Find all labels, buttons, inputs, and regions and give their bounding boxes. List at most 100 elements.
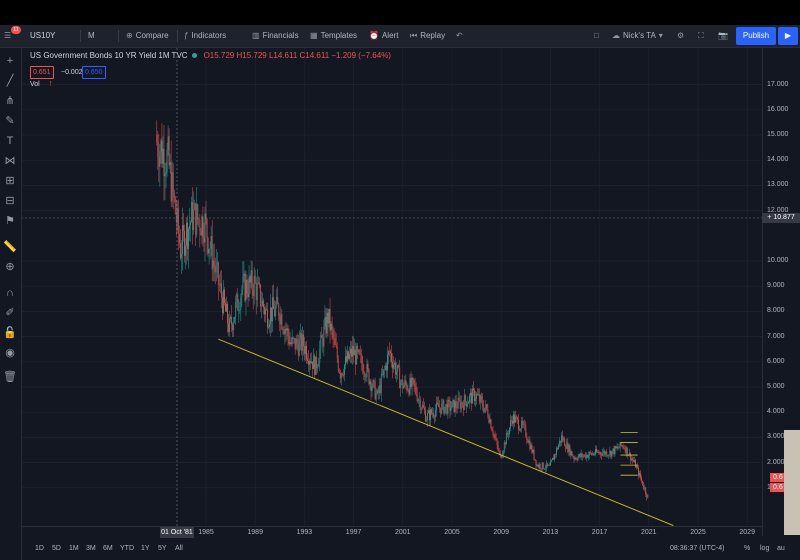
fullscreen-button[interactable]: ⛶ [698, 25, 707, 47]
range-button-3m[interactable]: 3M [86, 545, 96, 552]
candle-body [233, 322, 234, 330]
undo-button[interactable]: ↶ [456, 25, 466, 47]
candle-body [371, 381, 372, 391]
prediction-tool-icon[interactable]: ⊞ [3, 174, 17, 188]
lock-icon[interactable]: 🔓 [3, 326, 17, 340]
ask-price[interactable]: 0.650 [82, 66, 106, 79]
layout-menu[interactable]: ☁ Nick's TA ▾ [612, 25, 666, 47]
cloud-icon: ☁ [612, 25, 620, 47]
pattern-tool-icon[interactable]: ⋈ [3, 154, 17, 168]
settings-button[interactable]: ⚙ [677, 25, 687, 47]
candle-body [480, 396, 481, 403]
candle-body [184, 231, 185, 256]
pencil-lock-icon[interactable]: ✐ [3, 306, 17, 320]
range-button-6m[interactable]: 6M [103, 545, 113, 552]
symbol-search[interactable]: US10Y [30, 25, 55, 47]
candle-body [238, 310, 239, 311]
position-tool-icon[interactable]: ⊟ [3, 194, 17, 208]
layout-toggle[interactable]: □ [594, 25, 602, 47]
auto-toggle[interactable]: au [777, 545, 785, 552]
alert-button[interactable]: ⏰ Alert [369, 25, 398, 47]
candle-body [176, 214, 177, 223]
range-button-1m[interactable]: 1M [69, 545, 79, 552]
publish-button[interactable]: Publish [736, 27, 776, 45]
fib-tool-icon[interactable]: ⋔ [3, 94, 17, 108]
bid-price[interactable]: 0.651 [30, 66, 54, 79]
range-button-1d[interactable]: 1D [35, 545, 44, 552]
range-button-5y[interactable]: 5Y [158, 545, 167, 552]
templates-button[interactable]: ▦ Templates [310, 25, 357, 47]
candle-body [563, 439, 564, 441]
candle-body [306, 346, 307, 359]
range-button-ytd[interactable]: YTD [120, 545, 134, 552]
candle-body [190, 222, 191, 225]
candle-body [587, 455, 588, 458]
trash-icon[interactable]: 🗑 [3, 370, 17, 384]
candle-body [590, 452, 591, 453]
magnet-icon[interactable]: ∩ [3, 286, 17, 300]
candle-body [490, 419, 491, 422]
candle-body [435, 410, 436, 417]
snapshot-button[interactable]: 📷 [718, 25, 731, 47]
candle-body [478, 395, 479, 396]
candle-body [372, 387, 373, 391]
ruler-icon[interactable]: 📏 [3, 240, 17, 254]
candle-body [646, 494, 647, 497]
candle-body [320, 335, 321, 348]
candle-body [589, 452, 590, 455]
indicators-button[interactable]: ƒ Indicators [184, 25, 226, 47]
candle-body [203, 216, 204, 238]
candle-body [527, 440, 528, 443]
percent-toggle[interactable]: % [744, 545, 750, 552]
candle-body [280, 314, 281, 324]
candle-body [437, 402, 438, 403]
crosshair-icon[interactable]: + [3, 54, 17, 68]
compare-button[interactable]: ⊕ Compare [126, 25, 169, 47]
candle-body [163, 149, 164, 164]
candle-body [474, 390, 475, 401]
candle-body [381, 374, 382, 393]
candle-body [208, 238, 209, 253]
candle-body [630, 453, 631, 460]
candle-body [228, 324, 229, 332]
range-button-all[interactable]: All [175, 545, 183, 552]
candle-body [425, 410, 426, 421]
candle-body [343, 375, 344, 376]
candle-body [417, 395, 418, 402]
notification-badge: 11 [11, 26, 21, 34]
zoom-in-icon[interactable]: ⊕ [3, 260, 17, 274]
candle-body [387, 355, 388, 371]
price-tick: 14.000 [767, 156, 788, 163]
candle-body [292, 338, 293, 345]
candle-body [586, 455, 587, 458]
interval-button[interactable]: M [88, 25, 95, 47]
flag-icon[interactable]: ⚑ [3, 214, 17, 228]
candle-body [271, 307, 272, 321]
candle-body [379, 385, 380, 393]
candle-body [390, 352, 391, 353]
trendline-tool-icon[interactable]: ╱ [3, 74, 17, 88]
candle-body [383, 369, 384, 374]
text-tool-icon[interactable]: T [3, 134, 17, 148]
log-toggle[interactable]: log [760, 545, 769, 552]
candle-body [229, 319, 230, 332]
eye-icon[interactable]: ◉ [3, 346, 17, 360]
candle-body [279, 316, 280, 324]
candle-body [355, 350, 356, 365]
time-axis[interactable]: 1985 1989 1993 1997 2001 2005 2009 2013 2017 2021… [21, 526, 762, 539]
financials-button[interactable]: ▥ Financials [252, 25, 299, 47]
play-button[interactable]: ▶ [778, 27, 798, 45]
candle-body [265, 309, 266, 314]
replay-button[interactable]: ⏮ Replay [410, 25, 445, 47]
candle-body [217, 263, 218, 265]
range-button-1y[interactable]: 1Y [141, 545, 150, 552]
range-button-5d[interactable]: 5D [52, 545, 61, 552]
candle-body [475, 398, 476, 401]
candle-body [434, 416, 435, 417]
candle-body [471, 393, 472, 404]
candle-body [541, 469, 542, 470]
candle-body [595, 449, 596, 454]
price-chart[interactable] [0, 25, 800, 560]
brush-icon[interactable]: ✎ [3, 114, 17, 128]
candle-body [518, 419, 519, 429]
